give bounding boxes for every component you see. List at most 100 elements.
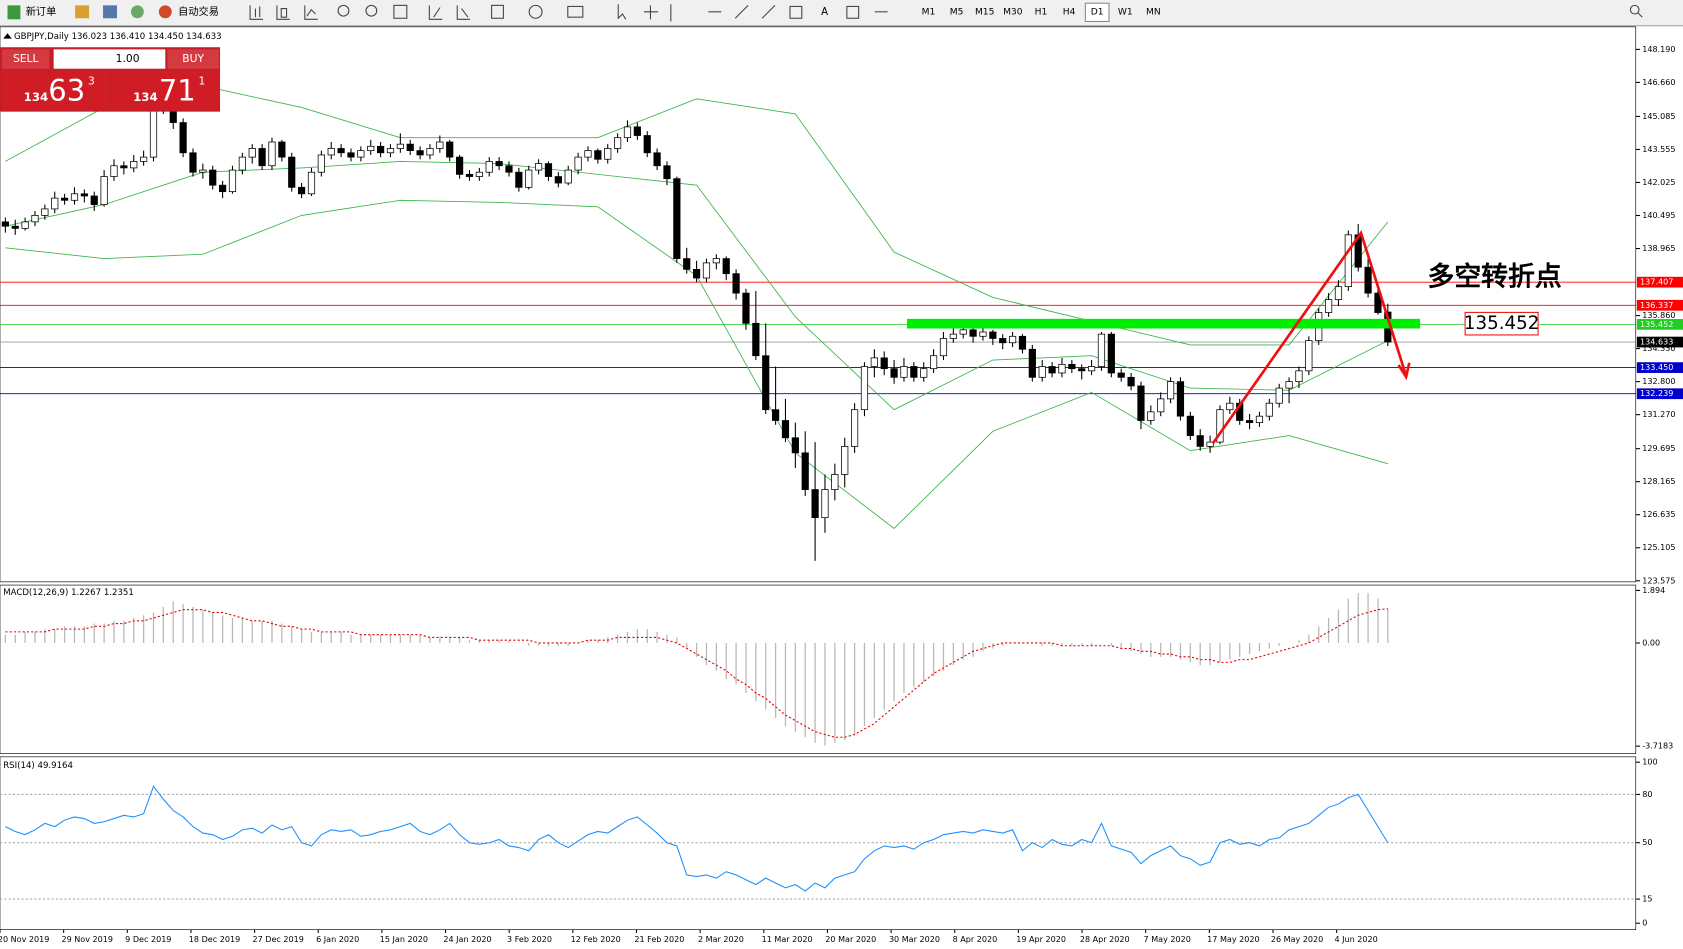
- candle-body: [821, 489, 829, 519]
- candle-body: [465, 174, 474, 177]
- lots-input[interactable]: [53, 49, 166, 69]
- candle-body: [307, 171, 316, 195]
- y-tick-label: 143.555: [1642, 145, 1675, 154]
- candle-body: [525, 169, 533, 188]
- candle-body: [1117, 372, 1125, 378]
- x-tick-label: 26 May 2020: [1271, 935, 1323, 944]
- sell-label[interactable]: SELL: [13, 52, 39, 65]
- price-level-box: [1636, 388, 1683, 400]
- one-click-trading: SELL 1.00 BUY 134 63 3 134 71 1: [0, 47, 221, 112]
- candle-body: [80, 193, 88, 197]
- buy-label[interactable]: BUY: [182, 52, 204, 65]
- y-tick-label: 126.635: [1642, 510, 1675, 519]
- timeframe-button[interactable]: M1: [922, 7, 936, 17]
- candle-body: [1028, 348, 1036, 378]
- y-tick-label: 80: [1642, 790, 1652, 799]
- candle-body: [367, 145, 375, 152]
- x-tick-label: 4 Jun 2020: [1334, 935, 1377, 944]
- candle-body: [643, 135, 651, 154]
- candle-body: [258, 148, 266, 167]
- candle-body: [1137, 385, 1145, 421]
- buy-button[interactable]: [167, 49, 219, 69]
- timeframe-button[interactable]: H1: [1035, 7, 1048, 17]
- timeframe-button[interactable]: M30: [1003, 7, 1023, 17]
- price-level-label: 136.337: [1640, 301, 1673, 310]
- y-tick-label: 138.965: [1642, 244, 1675, 253]
- price-level-box: [1636, 319, 1683, 330]
- toolbar-icon[interactable]: [130, 5, 144, 19]
- x-tick-label: 29 Nov 2019: [62, 935, 114, 944]
- candle-body: [791, 437, 799, 454]
- timeframe-button[interactable]: MN: [1146, 7, 1161, 17]
- candle-body: [70, 193, 79, 201]
- x-tick-label: 7 May 2020: [1144, 935, 1191, 944]
- timeframe-button[interactable]: D1: [1091, 7, 1104, 17]
- lots-value[interactable]: 1.00: [116, 52, 140, 65]
- x-tick-label: 18 Dec 2019: [189, 935, 240, 944]
- candle-body: [535, 163, 543, 171]
- y-tick-label: 140.495: [1642, 211, 1675, 220]
- candle-body: [564, 169, 572, 184]
- price-level-box: [1636, 336, 1683, 348]
- toolbar: [0, 0, 1683, 26]
- candle-body: [515, 171, 523, 188]
- candle-body: [772, 409, 780, 421]
- new-order-icon[interactable]: [7, 5, 21, 20]
- auto-trading-icon[interactable]: [158, 5, 172, 19]
- y-tick-label: 145.085: [1642, 112, 1675, 121]
- x-tick-label: 20 Nov 2019: [0, 935, 49, 944]
- support-zone: [906, 318, 1421, 329]
- candle-body: [317, 154, 325, 173]
- y-tick-label: 148.190: [1642, 45, 1675, 54]
- x-tick-label: 6 Jan 2020: [316, 935, 359, 944]
- ask-price-button[interactable]: [112, 70, 219, 110]
- candle-body: [673, 178, 681, 259]
- candle-body: [752, 322, 760, 357]
- candle-body: [722, 258, 730, 275]
- candle-body: [1097, 333, 1106, 367]
- y-tick-label: 129.695: [1642, 444, 1675, 453]
- turning-point-label: 多空转折点: [1428, 261, 1562, 293]
- chart-title: GBPJPY,Daily 136.023 136.410 134.450 134…: [14, 32, 222, 42]
- x-tick-label: 12 Feb 2020: [571, 935, 621, 944]
- candle-body: [1157, 398, 1165, 413]
- macd-panel: [0, 584, 1637, 754]
- price-level-label: 133.450: [1640, 363, 1673, 372]
- candle-body: [120, 165, 128, 169]
- sell-button[interactable]: [2, 49, 50, 69]
- y-tick-label: 0.00: [1642, 638, 1660, 647]
- candle-body: [1206, 441, 1214, 447]
- new-order-button[interactable]: 新订单: [26, 5, 57, 18]
- candle-body: [288, 156, 296, 188]
- timeframe-button[interactable]: W1: [1118, 7, 1133, 17]
- collapse-icon[interactable]: [3, 33, 12, 39]
- candle-body: [850, 409, 859, 447]
- candle-body: [505, 165, 513, 173]
- x-tick-label: 9 Dec 2019: [125, 935, 171, 944]
- candle-body: [347, 152, 355, 158]
- y-tick-label: 134.330: [1642, 344, 1675, 353]
- bid-price-button[interactable]: [2, 70, 110, 110]
- timeframe-button[interactable]: H4: [1063, 7, 1076, 17]
- toolbar-tools[interactable]: [249, 4, 1643, 22]
- candle-body: [416, 150, 424, 156]
- candle-body: [544, 163, 553, 177]
- candle-body: [890, 368, 898, 378]
- candle-body: [1078, 368, 1086, 372]
- x-tick-label: 2 Mar 2020: [698, 935, 744, 944]
- price-box-label: 135.452: [1464, 313, 1539, 334]
- candle-body: [1, 221, 9, 227]
- candle-body: [742, 292, 750, 324]
- y-tick-label: 128.165: [1642, 477, 1675, 486]
- text-tool[interactable]: A: [821, 7, 828, 18]
- auto-trading-button[interactable]: 自动交易: [178, 5, 219, 18]
- candle-body: [140, 156, 148, 162]
- toolbar-icon[interactable]: [75, 5, 90, 19]
- timeframe-button[interactable]: M15: [975, 7, 994, 17]
- candle-body: [732, 273, 740, 294]
- toolbar-icon[interactable]: [103, 5, 117, 19]
- candle-body: [702, 262, 711, 279]
- timeframe-button[interactable]: M5: [950, 7, 964, 17]
- candle-body: [268, 141, 276, 167]
- candle-body: [377, 145, 385, 154]
